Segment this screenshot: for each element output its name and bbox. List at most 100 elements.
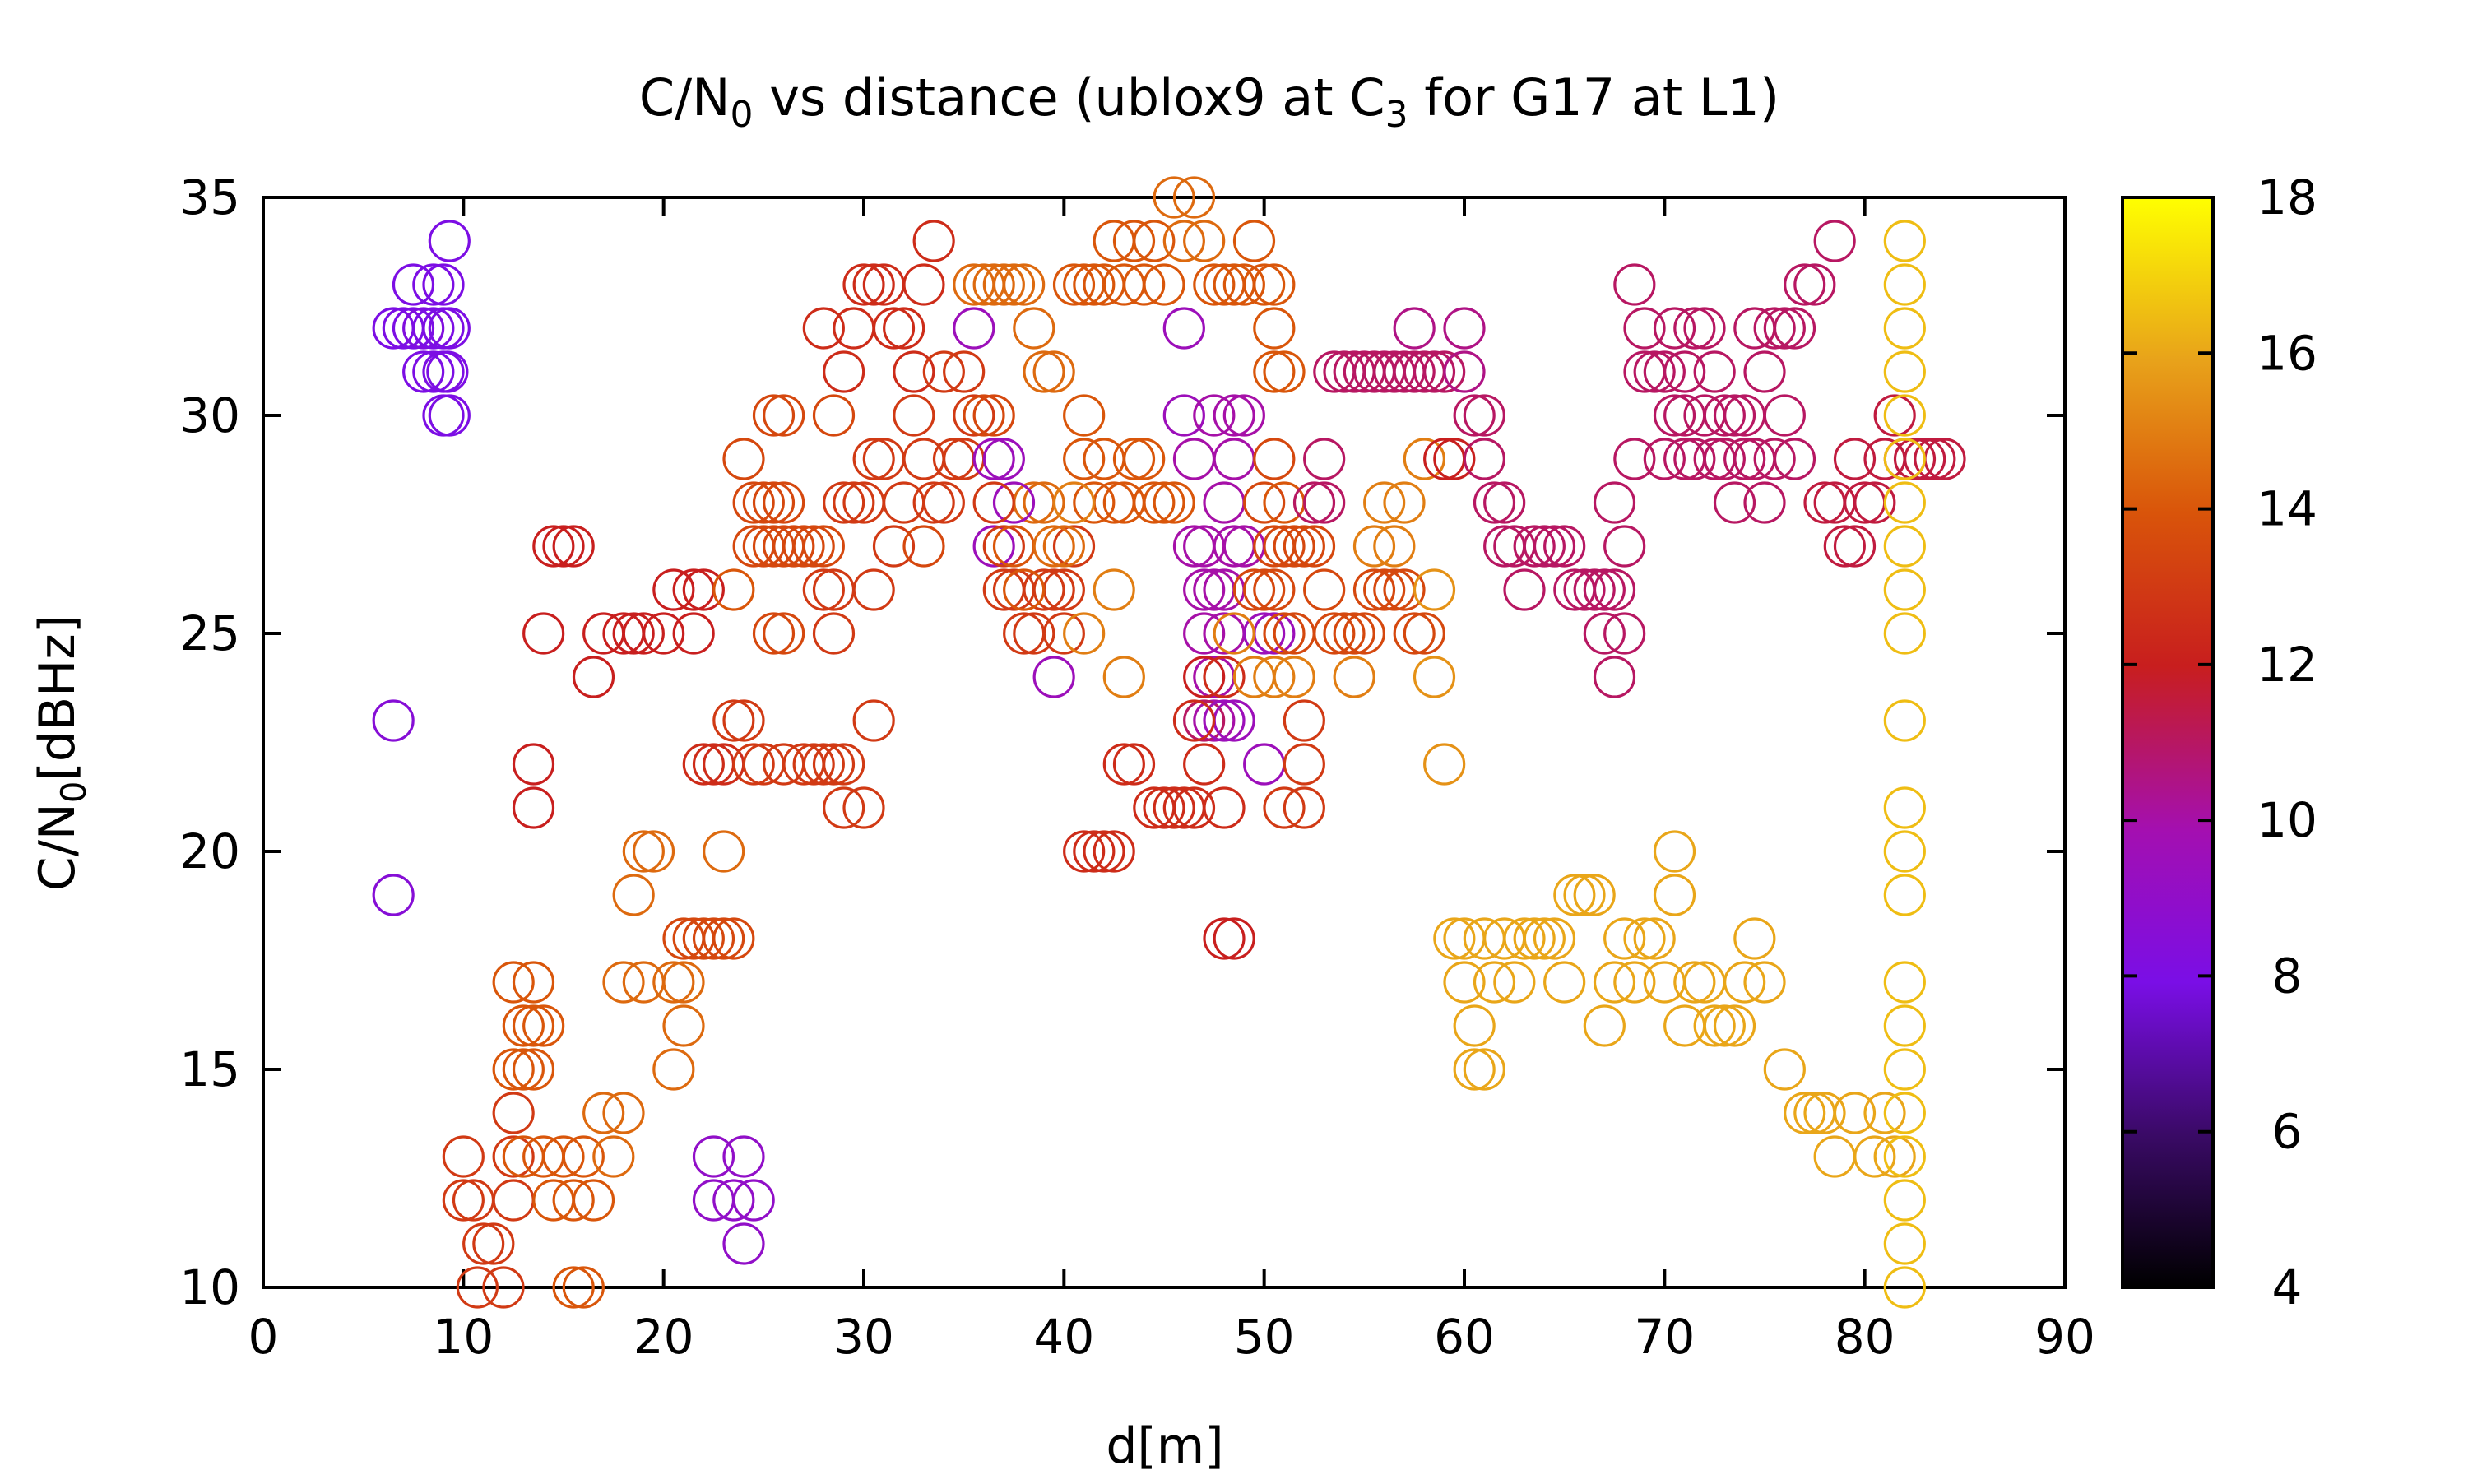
- data-point: [643, 612, 685, 655]
- data-point: [1042, 612, 1085, 655]
- data-point: [1803, 1092, 1846, 1134]
- data-point: [1123, 263, 1166, 306]
- data-point: [703, 917, 745, 960]
- data-point: [1433, 917, 1476, 960]
- data-point: [542, 525, 585, 568]
- data-point: [1253, 350, 1296, 393]
- data-point: [1073, 481, 1116, 524]
- data-point: [1393, 307, 1436, 350]
- data-point: [1693, 350, 1736, 393]
- data-point: [1172, 525, 1216, 568]
- data-point: [802, 743, 845, 786]
- data-point: [692, 917, 735, 960]
- data-point: [1112, 743, 1156, 786]
- data-point: [842, 786, 885, 829]
- data-point: [1203, 656, 1246, 698]
- data-point: [1423, 743, 1466, 786]
- data-point: [1683, 394, 1726, 437]
- data-point: [1593, 961, 1636, 1004]
- data-point: [572, 1179, 615, 1222]
- data-point: [1263, 350, 1306, 393]
- data-point: [1032, 656, 1075, 698]
- data-point: [682, 743, 725, 786]
- data-point: [712, 917, 755, 960]
- data-point: [1143, 481, 1185, 524]
- data-point: [662, 961, 705, 1004]
- data-point: [992, 263, 1036, 306]
- data-point: [1713, 481, 1756, 524]
- data-point: [852, 568, 895, 611]
- data-point: [1473, 961, 1516, 1004]
- data-point: [1052, 525, 1096, 568]
- y-tick-label: 10: [179, 1259, 240, 1315]
- data-point: [1023, 481, 1065, 524]
- data-point: [1663, 1004, 1706, 1047]
- data-point: [372, 699, 415, 742]
- data-point: [1683, 961, 1726, 1004]
- data-point: [802, 307, 845, 350]
- data-point: [1403, 612, 1445, 655]
- data-point: [1883, 1004, 1926, 1047]
- data-point: [722, 1135, 765, 1178]
- data-point: [712, 568, 755, 611]
- data-point: [1863, 1092, 1906, 1134]
- data-point: [692, 743, 735, 786]
- data-point: [1663, 438, 1706, 480]
- data-point: [452, 1179, 495, 1222]
- data-point: [1172, 699, 1216, 742]
- data-point: [1042, 525, 1085, 568]
- data-point: [1813, 481, 1856, 524]
- data-point: [412, 263, 455, 306]
- data-point: [1253, 438, 1296, 480]
- data-point: [1083, 830, 1125, 873]
- data-point: [893, 394, 935, 437]
- data-point: [1643, 961, 1686, 1004]
- data-point: [1443, 307, 1486, 350]
- data-point: [1333, 656, 1375, 698]
- data-point: [1883, 350, 1926, 393]
- data-point: [1393, 350, 1436, 393]
- data-point: [512, 1004, 555, 1047]
- data-point: [1753, 307, 1796, 350]
- y-tick-label: 35: [179, 169, 240, 225]
- data-point: [682, 568, 725, 611]
- data-point: [1683, 307, 1726, 350]
- data-point: [823, 350, 865, 393]
- data-point: [1243, 263, 1286, 306]
- data-point: [1883, 1048, 1926, 1091]
- data-point: [1222, 525, 1265, 568]
- data-point: [426, 350, 469, 393]
- data-point: [1093, 830, 1135, 873]
- data-point: [522, 612, 565, 655]
- data-point: [1784, 263, 1826, 306]
- data-point: [456, 1266, 499, 1309]
- data-point: [1503, 917, 1546, 960]
- data-point: [1543, 961, 1586, 1004]
- data-point: [442, 1135, 485, 1178]
- data-point: [1203, 917, 1246, 960]
- data-point: [1102, 656, 1145, 698]
- data-point: [1603, 525, 1646, 568]
- data-point: [1232, 220, 1276, 262]
- data-point: [692, 1135, 735, 1178]
- colorbar-ticks: 4 6 8 10 12 14 16 18: [2122, 169, 2317, 1315]
- data-point: [1273, 525, 1315, 568]
- data-point: [1183, 699, 1226, 742]
- data-point: [1253, 656, 1296, 698]
- data-point: [1143, 263, 1185, 306]
- data-point: [982, 525, 1025, 568]
- data-point: [1123, 438, 1166, 480]
- data-point: [582, 1092, 625, 1134]
- data-point: [1803, 481, 1846, 524]
- data-point: [1893, 438, 1937, 480]
- data-point: [1533, 917, 1576, 960]
- data-point: [722, 699, 765, 742]
- data-point: [852, 263, 895, 306]
- data-point: [492, 1135, 535, 1178]
- data-point: [1143, 786, 1185, 829]
- data-point: [1784, 1092, 1826, 1134]
- data-point: [1773, 307, 1816, 350]
- data-point: [1303, 438, 1346, 480]
- data-point: [922, 481, 965, 524]
